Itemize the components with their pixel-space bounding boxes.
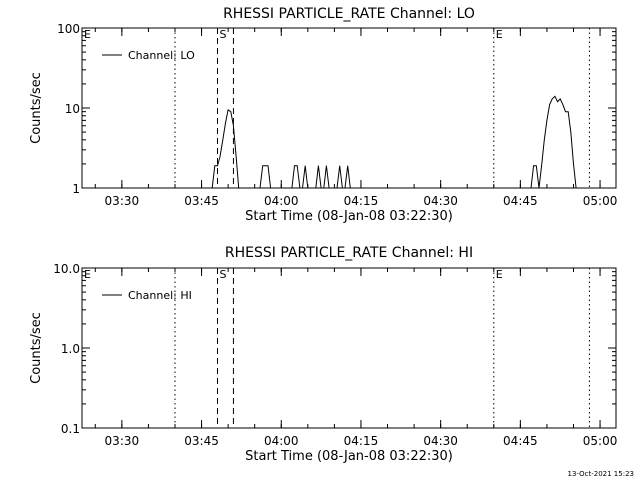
panel-1-legend-label: Channel: LO bbox=[128, 49, 195, 62]
panel-2-marker-label: E bbox=[496, 268, 503, 281]
panel-2-x-tick-label: 04:15 bbox=[344, 434, 379, 448]
panel-2-x-tick-label: 04:30 bbox=[423, 434, 458, 448]
panel-2-x-tick-label: 05:00 bbox=[583, 434, 618, 448]
panel-2-chart-title: RHESSI PARTICLE_RATE Channel: HI bbox=[225, 245, 473, 261]
panel-1-x-tick-label: 05:00 bbox=[583, 194, 618, 208]
panel-1-y-tick-label: 10 bbox=[65, 102, 80, 116]
panel-2-x-axis-label: Start Time (08-Jan-08 03:22:30) bbox=[245, 449, 453, 464]
panel-1-chart-title: RHESSI PARTICLE_RATE Channel: LO bbox=[223, 6, 475, 22]
panel-2-marker-label: S bbox=[219, 268, 226, 281]
panel-1-x-tick-label: 04:00 bbox=[264, 194, 299, 208]
panel-1-marker-label: E bbox=[84, 28, 91, 41]
panel-1-x-tick-label: 03:45 bbox=[184, 194, 219, 208]
panel-1-series-line bbox=[211, 108, 240, 189]
panel-2-x-tick-label: 04:45 bbox=[503, 434, 538, 448]
panel-2-marker-label: E bbox=[84, 268, 91, 281]
panel-2-x-tick-label: 03:45 bbox=[184, 434, 219, 448]
panel-2-x-tick-label: 03:30 bbox=[105, 434, 140, 448]
panel-1-x-tick-label: 04:15 bbox=[344, 194, 379, 208]
panel-1-x-tick-label: 04:45 bbox=[503, 194, 538, 208]
panel-1-series-line bbox=[291, 165, 351, 189]
panel-1-marker-label: S bbox=[219, 28, 226, 41]
panel-1-series-line bbox=[259, 165, 272, 189]
panel-1-y-tick-label: 1 bbox=[72, 182, 80, 196]
panel-2-y-tick-label: 10.0 bbox=[53, 262, 80, 276]
panel-1-x-tick-label: 04:30 bbox=[423, 194, 458, 208]
panel-2-x-tick-label: 04:00 bbox=[264, 434, 299, 448]
panel-1-y-axis-label: Counts/sec bbox=[29, 72, 44, 144]
panel-2-y-tick-label: 1.0 bbox=[61, 342, 80, 356]
panel-1-series-line bbox=[530, 95, 577, 189]
panel-2-y-axis-label: Counts/sec bbox=[29, 312, 44, 384]
panel-1-x-axis-label: Start Time (08-Jan-08 03:22:30) bbox=[245, 209, 453, 224]
panel-1-y-tick-label: 100 bbox=[57, 22, 80, 36]
panel-2-legend-label: Channel: HI bbox=[128, 289, 192, 302]
render-timestamp: 13-Oct-2021 15:23 bbox=[567, 470, 634, 478]
panel-1-marker-label: E bbox=[496, 28, 503, 41]
panel-2-y-tick-label: 0.1 bbox=[61, 422, 80, 436]
panel-1-x-tick-label: 03:30 bbox=[105, 194, 140, 208]
